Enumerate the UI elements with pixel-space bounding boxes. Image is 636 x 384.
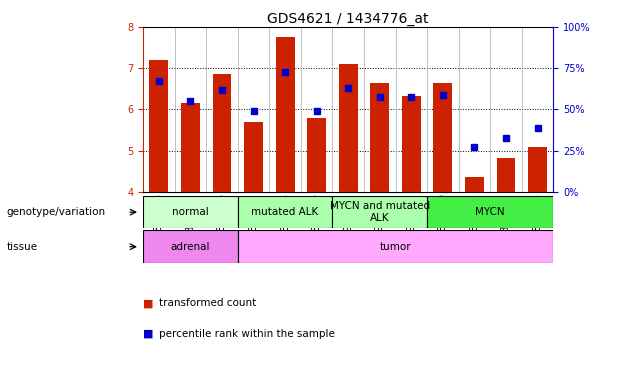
Text: percentile rank within the sample: percentile rank within the sample xyxy=(159,329,335,339)
Text: MYCN: MYCN xyxy=(475,207,505,217)
Bar xyxy=(497,158,515,192)
Text: mutated ALK: mutated ALK xyxy=(251,207,319,217)
Text: transformed count: transformed count xyxy=(159,298,256,308)
Bar xyxy=(528,147,547,192)
Bar xyxy=(149,60,169,192)
Bar xyxy=(238,230,553,263)
Text: ■: ■ xyxy=(143,298,154,308)
Bar xyxy=(238,196,333,228)
Bar xyxy=(181,103,200,192)
Text: MYCN and mutated
ALK: MYCN and mutated ALK xyxy=(329,201,430,223)
Bar xyxy=(143,230,238,263)
Text: normal: normal xyxy=(172,207,209,217)
Text: genotype/variation: genotype/variation xyxy=(6,207,106,217)
Title: GDS4621 / 1434776_at: GDS4621 / 1434776_at xyxy=(268,12,429,26)
Text: ■: ■ xyxy=(143,329,154,339)
Bar xyxy=(339,64,357,192)
Bar xyxy=(333,196,427,228)
Bar xyxy=(275,37,294,192)
Bar xyxy=(244,122,263,192)
Bar xyxy=(370,83,389,192)
Bar xyxy=(433,83,452,192)
Text: adrenal: adrenal xyxy=(170,242,210,252)
Text: tumor: tumor xyxy=(380,242,411,252)
Bar xyxy=(465,177,484,192)
Bar xyxy=(307,118,326,192)
Bar xyxy=(402,96,421,192)
Bar xyxy=(427,196,553,228)
Bar xyxy=(212,74,232,192)
Text: tissue: tissue xyxy=(6,242,38,252)
Bar xyxy=(143,196,238,228)
